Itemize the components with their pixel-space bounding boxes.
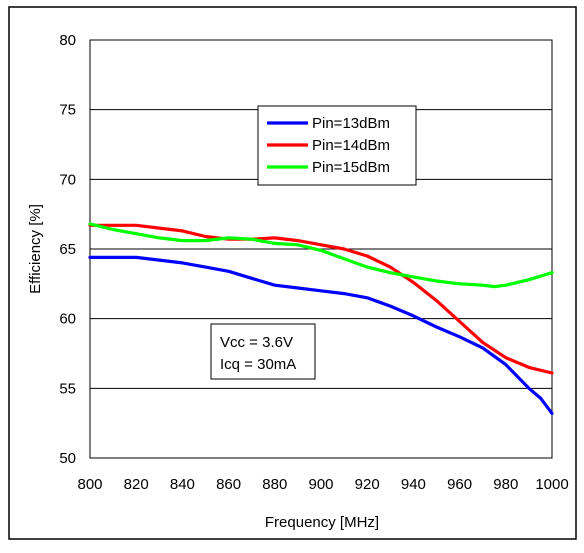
x-tick-label: 940 bbox=[401, 476, 426, 493]
x-tick-label: 860 bbox=[216, 476, 241, 493]
series-line-2 bbox=[88, 223, 554, 375]
plot-area bbox=[89, 39, 553, 459]
legend: Pin=13dBm Pin=14dBm Pin=15dBm bbox=[257, 105, 417, 186]
x-tick-label: 1000 bbox=[535, 476, 568, 493]
x-tick-label: 880 bbox=[262, 476, 287, 493]
series-line-3 bbox=[88, 222, 554, 289]
conditions-box bbox=[210, 323, 316, 380]
y-tick-labels: 50 55 60 65 70 75 80 bbox=[59, 32, 76, 467]
series-line-1 bbox=[88, 255, 554, 415]
y-tick-label: 65 bbox=[59, 241, 76, 258]
chart-border bbox=[8, 6, 577, 540]
x-tick-label: 820 bbox=[124, 476, 149, 493]
series-lines bbox=[88, 222, 554, 415]
x-tick-label: 840 bbox=[170, 476, 195, 493]
note-vcc: Vcc = 3.6V bbox=[220, 334, 293, 351]
x-tick-label: 920 bbox=[355, 476, 380, 493]
legend-items: Pin=13dBm Pin=14dBm Pin=15dBm bbox=[267, 115, 390, 176]
legend-label-3: Pin=15dBm bbox=[312, 159, 390, 176]
y-axis-title: Efficiency [%] bbox=[27, 204, 44, 294]
y-tick-label: 55 bbox=[59, 380, 76, 397]
x-tick-label: 900 bbox=[308, 476, 333, 493]
x-axis-title: Frequency [MHz] bbox=[265, 514, 379, 531]
y-tick-label: 60 bbox=[59, 311, 76, 328]
x-tick-labels: 800 820 840 860 880 900 920 940 960 980 1000 bbox=[77, 476, 568, 493]
y-tick-label: 50 bbox=[59, 450, 76, 467]
legend-label-1: Pin=13dBm bbox=[312, 115, 390, 132]
x-tick-label: 960 bbox=[447, 476, 472, 493]
y-tick-label: 70 bbox=[59, 171, 76, 188]
y-tick-label: 80 bbox=[59, 32, 76, 49]
conditions-note: Vcc = 3.6V Icq = 30mA bbox=[210, 323, 316, 380]
y-tick-label: 75 bbox=[59, 102, 76, 119]
x-tick-label: 980 bbox=[493, 476, 518, 493]
legend-label-2: Pin=14dBm bbox=[312, 137, 390, 154]
x-tick-label: 800 bbox=[77, 476, 102, 493]
note-icq: Icq = 30mA bbox=[220, 356, 296, 373]
